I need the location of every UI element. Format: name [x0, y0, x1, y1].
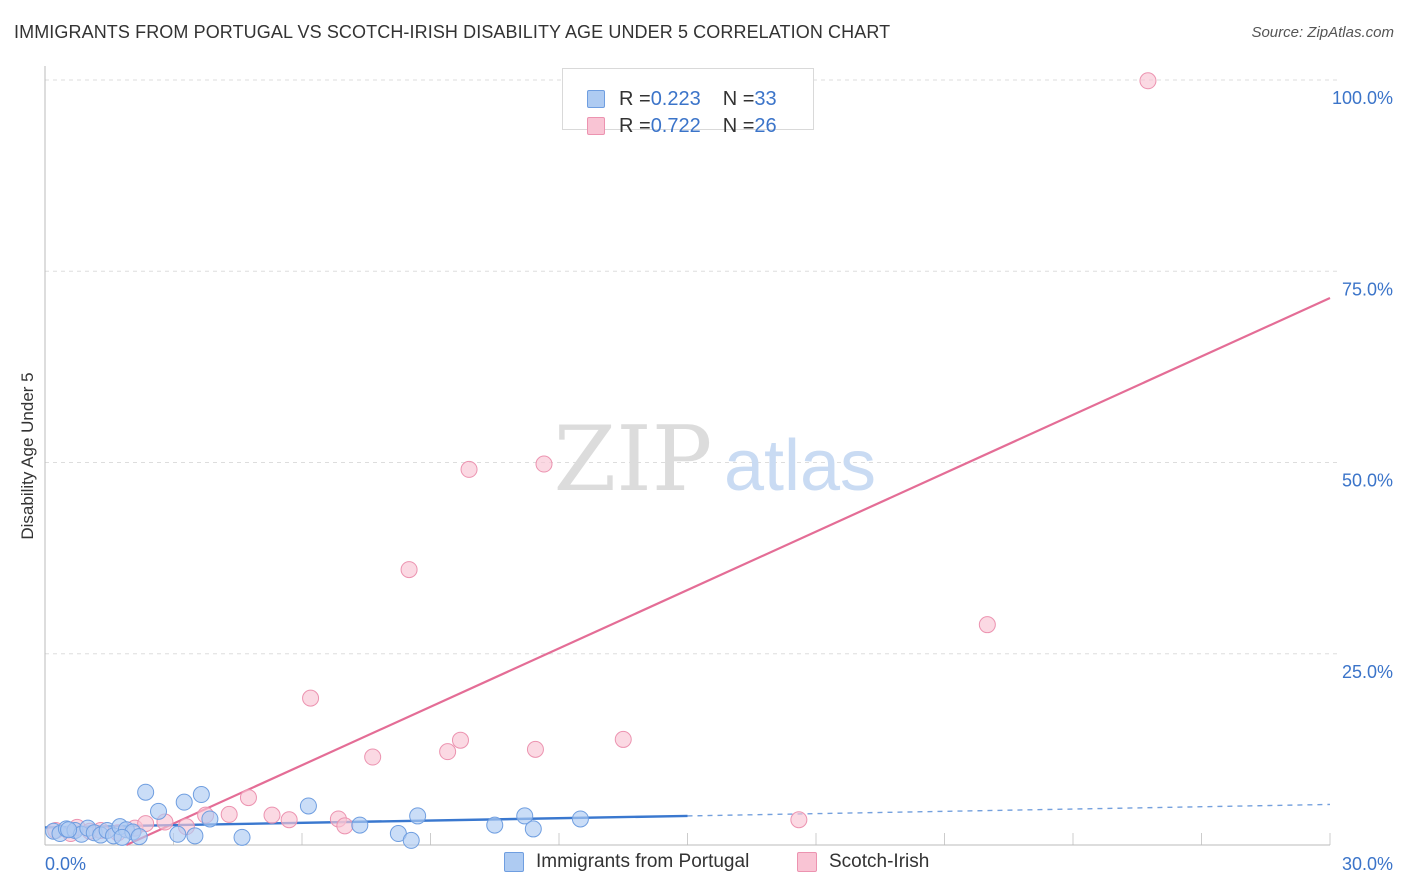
series-legend-scotch-irish: Scotch-Irish	[797, 851, 929, 873]
trend-line-portugal-projection	[687, 803, 1331, 817]
watermark-zip: ZIP	[554, 407, 713, 512]
legend-n-value: 33	[754, 87, 777, 110]
scotch-irish-point	[1139, 72, 1157, 90]
legend-r-label: R =	[619, 87, 651, 110]
y-axis-label: Disability Age Under 5	[18, 372, 37, 540]
trend-line-scotch-irish	[125, 297, 1331, 847]
series-name-scotch-irish: Scotch-Irish	[829, 851, 930, 872]
portugal-point	[402, 831, 420, 849]
portugal-point	[233, 828, 251, 846]
legend-swatch-pink	[797, 852, 817, 872]
scotch-irish-point	[280, 811, 298, 829]
scotch-irish-point	[614, 730, 632, 748]
portugal-point	[409, 807, 427, 825]
scotch-irish-point	[364, 748, 382, 766]
legend-r-value: 0.223	[650, 87, 701, 110]
portugal-point	[150, 802, 168, 820]
scotch-irish-point	[239, 789, 257, 807]
y-tick-label: 25.0%	[1342, 662, 1393, 682]
portugal-point	[524, 820, 542, 838]
y-tick-label: 75.0%	[1342, 279, 1393, 299]
scotch-irish-point	[526, 740, 544, 758]
scotch-irish-point	[451, 731, 469, 749]
scotch-irish-point	[263, 806, 281, 824]
y-tick-label: 50.0%	[1342, 471, 1393, 491]
scotch-irish-point	[439, 743, 457, 761]
chart-title: IMMIGRANTS FROM PORTUGAL VS SCOTCH-IRISH…	[14, 22, 891, 42]
legend-swatch-blue	[504, 852, 524, 872]
scotch-irish-point	[220, 805, 238, 823]
x-tick-label: 30.0%	[1342, 854, 1393, 874]
portugal-point	[175, 793, 193, 811]
scotch-irish-point	[535, 455, 553, 473]
portugal-point	[299, 797, 317, 815]
series-legend-portugal: Immigrants from Portugal	[504, 851, 749, 873]
legend-n-value: 26	[754, 114, 777, 137]
portugal-point	[60, 821, 78, 839]
portugal-point	[130, 828, 148, 846]
watermark: ZIP atlas	[554, 407, 876, 512]
legend-n-label: N =	[722, 114, 755, 137]
scotch-irish-point	[460, 460, 478, 478]
x-tick-label: 0.0%	[45, 854, 86, 874]
legend-r-value: 0.722	[650, 114, 701, 137]
legend-n-label: N =	[722, 87, 755, 110]
axes	[44, 66, 1330, 846]
scotch-irish-point	[336, 817, 354, 835]
scotch-irish-point	[978, 616, 996, 634]
portugal-point	[137, 783, 155, 801]
portugal-point	[113, 828, 131, 846]
portugal-point	[351, 816, 369, 834]
portugal-point	[571, 810, 589, 828]
series-name-portugal: Immigrants from Portugal	[536, 851, 750, 872]
trend-lines	[44, 297, 1331, 847]
correlation-legend: R = 0.223 N = 33 R = 0.722 N = 26	[562, 68, 814, 137]
legend-r-label: R =	[619, 114, 651, 137]
legend-swatch-blue	[587, 90, 605, 108]
legend-row-scotch-irish: R = 0.722 N = 26	[587, 114, 777, 138]
portugal-point	[186, 827, 204, 845]
scotch-irish-point	[790, 811, 808, 829]
scotch-irish-point	[302, 689, 320, 707]
tick-labels: 25.0% 50.0% 75.0% 100.0% 0.0% 30.0%	[45, 88, 1393, 874]
legend-row-portugal: R = 0.223 N = 33	[587, 87, 777, 111]
portugal-point	[192, 786, 210, 804]
scotch-irish-point	[400, 561, 418, 579]
data-points	[45, 72, 1157, 849]
legend-swatch-pink	[587, 117, 605, 135]
portugal-point	[201, 810, 219, 828]
source-label: Source: ZipAtlas.com	[1251, 24, 1394, 41]
grid-lines	[45, 79, 1340, 845]
watermark-atlas: atlas	[724, 426, 876, 506]
portugal-point	[516, 807, 534, 825]
portugal-point	[486, 816, 504, 834]
y-tick-label: 100.0%	[1332, 88, 1393, 108]
portugal-point	[169, 825, 187, 843]
